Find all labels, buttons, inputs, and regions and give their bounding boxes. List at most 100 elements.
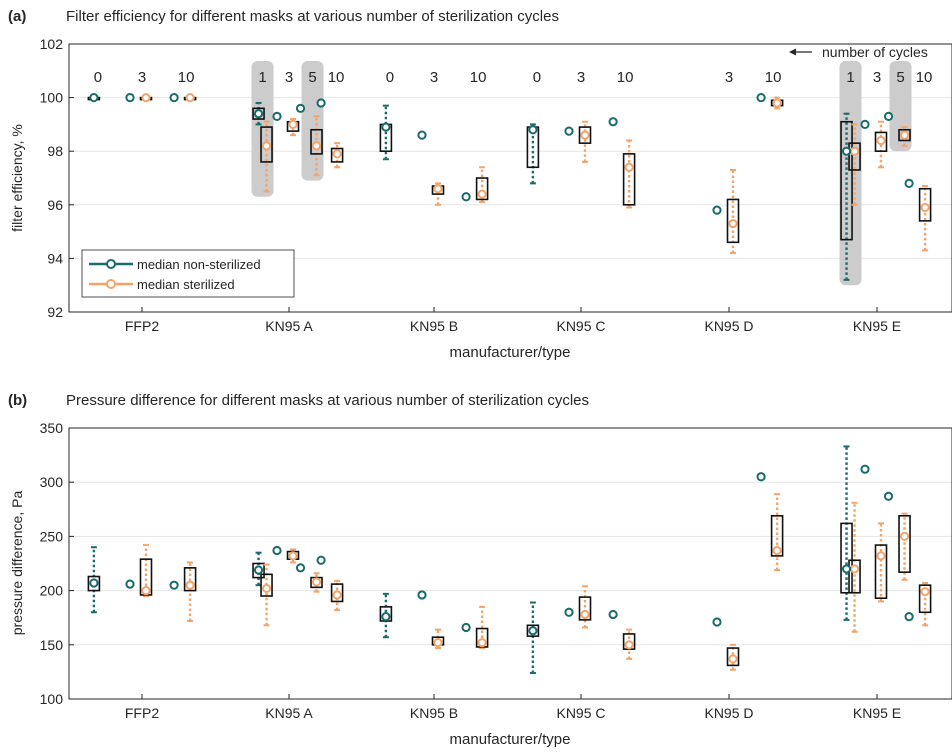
panel-a-y-ticks: 92 94 96 98 100 102 [40,36,74,320]
panel-a-y-tick-label: 98 [47,143,63,159]
panel-b-kn95-a-cycle-1-median-sterilized [261,583,272,594]
panel-b-ffp2-cycle-10-sterilized-box [183,567,197,592]
panel-b-kn95-a-cycle-5-median-non-sterilized [295,563,306,573]
panel-a-kn95-a-cycle-1-sterilized-box [260,126,273,163]
panel-b-x-tick-label: KN95 D [704,705,753,721]
panel-a-kn95-e-cycle-3-median-non-sterilized [860,119,870,130]
panel-b-kn95-e-cycle-3-sterilized-box [874,544,888,599]
panel-b-kn95-e-cycle-1-median-sterilized [849,564,860,574]
cycles-arrow-head [789,48,796,56]
panel-b-y-tick-label: 250 [40,528,64,544]
panel-b-y-tick-label: 300 [40,474,64,490]
cycle-label-kn95-a-1: 1 [258,69,266,86]
panel-b-kn95-c-cycle-10-median-non-sterilized [608,609,618,620]
panel-b-kn95-a-cycle-1-non-sterilized-box [252,562,265,579]
legend-label-non-sterilized: median non-sterilized [137,257,261,272]
cycle-label-kn95-e-10: 10 [916,69,933,86]
panel-a-ylabel: filter efficiency, % [9,124,25,232]
highlight-band-kn95-e-cycle-5 [889,61,912,152]
panel-a-kn95-e-cycle-1-median-sterilized [849,146,860,156]
panel-b-kn95-a-cycle-5-median-sterilized [311,577,322,587]
panel-a-ffp2-cycle-10-median-sterilized [185,93,195,103]
panel-a-kn95-a-cycle-10-sterilized-box [330,147,344,163]
panel-b-kn95-d-cycle-10-median-sterilized [772,545,782,556]
panel-b-kn95-e-cycle-1-median-non-sterilized [841,564,852,574]
panel-a-highlight-bands [251,61,912,286]
panel-b-kn95-a-cycle-3-median-sterilized [288,551,298,561]
panel-b-kn95-e-cycle-5-median-non-sterilized [883,491,894,501]
panel-b-kn95-b-cycle-0-median-non-sterilized [381,612,391,622]
panel-a-x-tick-label: KN95 E [853,318,901,334]
panel-a-x-ticks: FFP2 KN95 A KN95 B KN95 C KN95 D KN95 E [125,307,901,334]
cycle-label-kn95-b-10: 10 [470,69,487,86]
panel-b-kn95-b-cycle-3-median-non-sterilized [417,590,427,600]
panel-a-title: Filter efficiency for different masks at… [66,8,559,25]
panel-a-x-tick-label: KN95 B [410,318,458,334]
panel-b-kn95-c-cycle-3-median-non-sterilized [564,607,574,617]
panel-b-kn95-c-cycle-3-median-sterilized [580,609,590,620]
cycle-label-ffp2-3: 3 [138,69,146,86]
cycle-label-kn95-a-10: 10 [328,69,345,86]
legend-box [81,249,295,298]
panel-b-y-tick-label: 100 [40,691,64,707]
panel-a-kn95-c-cycle-3-median-non-sterilized [564,126,574,136]
cycle-label-ffp2-10: 10 [178,69,195,86]
panel-b-ffp2-cycle-0-non-sterilized-box [87,575,101,592]
highlight-band-kn95-a-cycle-5 [301,61,324,181]
panel-a-label: (a) [8,8,26,25]
panel-a-kn95-b-cycle-3-median-non-sterilized [417,130,427,140]
panel-b-kn95-a-cycle-1-median-non-sterilized [253,565,264,575]
panel-a-kn95-a-cycle-3-median-sterilized [288,119,298,130]
panel-a-kn95-a-cycle-3-median-non-sterilized [272,111,282,121]
panel-b-kn95-c-cycle-10-median-sterilized [624,640,634,650]
panel-b-kn95-d-cycle-10-sterilized-box [770,515,784,557]
panel-a-marks [87,93,932,281]
cycle-label-kn95-e-5: 5 [896,69,904,86]
panel-b-kn95-a-cycle-10-median-sterilized [332,590,342,600]
cycle-label-kn95-b-3: 3 [430,69,438,86]
cycle-label-kn95-e-3: 3 [873,69,881,86]
panel-b-ffp2-cycle-0-median-non-sterilized [89,578,99,588]
panel-b-kn95-d-cycle-3-median-sterilized [728,654,738,664]
panel-a-plot-border [68,43,952,313]
panel-a-kn95-e-cycle-3-median-sterilized [876,135,886,146]
panel-a-kn95-a-cycle-1-non-sterilized-box [252,107,265,120]
panel-a-kn95-e-cycle-5-sterilized-box [898,128,911,142]
panel-b-ylabel: pressure difference, Pa [9,491,25,636]
panel-a-kn95-d-cycle-10-median-sterilized [772,98,782,108]
cycle-label-ffp2-0: 0 [94,69,102,86]
panel-b-x-tick-label: FFP2 [125,705,159,721]
panel-a-kn95-e-cycle-10-median-non-sterilized [904,178,914,188]
panel-b-xlabel: manufacturer/type [450,731,571,748]
panel-b-kn95-b-cycle-10-median-sterilized [477,638,487,648]
panel-a-kn95-d-cycle-3-median-sterilized [728,218,738,229]
cycle-label-kn95-a-3: 3 [285,69,293,86]
legend-marker-non-sterilized [106,259,116,269]
panel-b-kn95-e-cycle-3-median-non-sterilized [860,464,870,474]
panel-a-kn95-e-cycle-1-median-non-sterilized [841,146,852,156]
panel-a-kn95-a-cycle-1-median-sterilized [261,141,272,151]
panel-b-ffp2-cycle-10-median-sterilized [185,580,195,590]
panel-b-kn95-d-cycle-3-sterilized-box [726,647,740,667]
panel-a-kn95-a-cycle-5-sterilized-box [310,128,323,155]
panel-a-kn95-d-cycle-3-sterilized-box [726,198,740,244]
panel-b-kn95-c-cycle-0-median-non-sterilized [528,626,538,636]
panel-a-kn95-c-cycle-3-median-sterilized [580,130,590,140]
panel-a-ffp2-cycle-10-median-non-sterilized [169,93,179,103]
panel-a-kn95-a-cycle-5-median-non-sterilized [295,103,306,113]
panel-a-kn95-b-cycle-10-median-sterilized [477,189,487,199]
panel-a-y-tick-label: 94 [47,250,63,266]
cycle-label-kn95-e-1: 1 [846,69,854,86]
cycle-label-kn95-a-5: 5 [308,69,316,86]
panel-b-x-tick-label: KN95 B [410,705,458,721]
cycle-label-kn95-c-10: 10 [617,69,634,86]
panel-a-kn95-e-cycle-10-median-sterilized [920,202,930,213]
cycles-annotation: number of cycles [822,44,928,60]
cycle-label-kn95-b-0: 0 [386,69,394,86]
cycle-label-kn95-d-3: 3 [725,69,733,86]
panel-b-kn95-a-cycle-10-median-non-sterilized [316,555,326,565]
panel-a-x-tick-label: KN95 C [556,318,605,334]
legend-label-sterilized: median sterilized [137,277,235,292]
panel-b-gridlines [69,427,952,700]
